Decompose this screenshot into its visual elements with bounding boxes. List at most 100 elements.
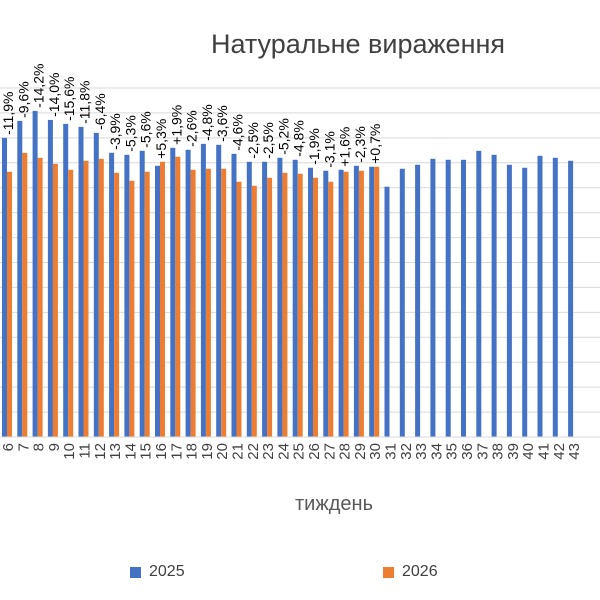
bar-2025-19 xyxy=(200,143,206,437)
x-tick-label: 13 xyxy=(107,443,124,460)
bar-2026-29 xyxy=(358,170,364,437)
bar-2026-13 xyxy=(114,172,120,437)
bar-2025-39 xyxy=(506,164,512,437)
bar-2026-6 xyxy=(7,171,12,437)
bar-2026-20 xyxy=(221,168,227,438)
bar-2025-10 xyxy=(63,123,69,437)
data-label: -5,6% xyxy=(138,111,154,148)
x-tick-label: 38 xyxy=(490,443,507,460)
bar-2026-21 xyxy=(236,181,242,437)
bar-2025-33 xyxy=(415,164,421,437)
data-label: -2,5% xyxy=(245,122,261,159)
data-label: +1,9% xyxy=(168,105,184,145)
bar-2025-14 xyxy=(124,154,130,437)
bar-2025-29 xyxy=(353,165,359,437)
bar-2026-25 xyxy=(297,173,303,438)
bar-2026-24 xyxy=(282,172,288,437)
x-tick-label: 39 xyxy=(505,443,522,460)
bar-2025-27 xyxy=(323,170,329,437)
bar-2026-11 xyxy=(83,160,89,437)
x-tick-labels: 6789101112131415161718192021222324252627… xyxy=(0,443,583,460)
x-tick-label: 35 xyxy=(444,443,461,460)
bar-2025-26 xyxy=(308,167,313,437)
x-tick-label: 12 xyxy=(92,443,109,460)
x-tick-label: 25 xyxy=(291,443,308,460)
bar-2026-14 xyxy=(129,180,135,437)
x-tick-label: 16 xyxy=(153,443,170,460)
bar-2025-43 xyxy=(568,160,574,437)
x-tick-label: 27 xyxy=(321,443,338,460)
x-tick-label: 6 xyxy=(0,443,17,451)
data-label: -14,2% xyxy=(31,64,47,108)
bar-2025-32 xyxy=(399,168,405,438)
bar-2025-13 xyxy=(109,152,115,438)
bar-2025-6 xyxy=(2,137,7,437)
x-tick-label: 24 xyxy=(275,443,292,460)
x-tick-label: 40 xyxy=(520,443,537,460)
bar-2025-40 xyxy=(522,167,528,437)
bar-2025-11 xyxy=(78,126,84,437)
legend-swatch-2026 xyxy=(383,566,394,578)
x-tick-label: 28 xyxy=(337,443,354,460)
bar-2026-19 xyxy=(205,168,211,438)
bar-2025-22 xyxy=(246,161,252,437)
bar-2026-15 xyxy=(144,171,150,437)
bar-2026-8 xyxy=(37,157,43,438)
data-label: +0,7% xyxy=(367,124,383,164)
data-label: -2,3% xyxy=(352,126,368,163)
data-label: -3,9% xyxy=(107,113,123,150)
bar-2026-12 xyxy=(98,158,104,437)
bar-2025-24 xyxy=(277,157,283,438)
bar-2025-23 xyxy=(262,161,268,437)
data-label: -4,8% xyxy=(291,120,307,157)
x-tick-label: 34 xyxy=(428,443,445,460)
data-label: -4,8% xyxy=(199,104,215,141)
x-tick-label: 30 xyxy=(367,443,384,460)
x-tick-label: 17 xyxy=(168,443,185,460)
x-tick-label: 20 xyxy=(214,443,231,460)
data-label: -5,2% xyxy=(275,118,291,155)
x-tick-label: 8 xyxy=(31,443,48,451)
legend-label-2026: 2026 xyxy=(402,563,438,580)
bar-2025-41 xyxy=(537,155,543,437)
legend-item-2026: 2026 xyxy=(383,563,438,581)
data-label: -11,8% xyxy=(77,81,93,124)
data-label: +5,3% xyxy=(153,119,169,159)
bar-2025-21 xyxy=(231,153,237,437)
bar-2025-42 xyxy=(552,157,558,438)
x-tick-label: 33 xyxy=(413,443,430,460)
legend-swatch-2025 xyxy=(130,566,141,578)
legend-item-2025: 2025 xyxy=(130,563,185,581)
x-tick-label: 31 xyxy=(383,443,400,460)
x-tick-label: 22 xyxy=(245,443,262,460)
bar-2025-16 xyxy=(155,165,160,437)
bar-2026-27 xyxy=(328,181,334,437)
data-label: -3,1% xyxy=(321,131,337,168)
x-tick-label: 36 xyxy=(459,443,476,460)
x-tick-label: 9 xyxy=(46,443,63,451)
bar-2025-30 xyxy=(369,166,375,437)
bar-2025-35 xyxy=(445,159,451,437)
x-tick-label: 15 xyxy=(138,443,155,460)
x-tick-label: 18 xyxy=(184,443,201,460)
bar-2025-15 xyxy=(139,150,145,437)
x-tick-label: 32 xyxy=(398,443,415,460)
data-label: -5,3% xyxy=(122,115,138,152)
bar-2025-8 xyxy=(32,110,38,437)
bar-2026-23 xyxy=(267,177,273,437)
bar-2025-17 xyxy=(170,147,176,438)
data-label: +1,6% xyxy=(337,127,353,167)
bar-2026-10 xyxy=(68,169,74,437)
bars xyxy=(2,110,574,438)
bar-2026-17 xyxy=(175,156,181,437)
bar-2026-16 xyxy=(160,161,165,437)
data-label: -2,6% xyxy=(184,110,200,147)
bar-2025-12 xyxy=(93,132,99,437)
bar-2026-22 xyxy=(251,185,257,437)
x-tick-label: 14 xyxy=(122,443,139,460)
x-tick-label: 26 xyxy=(306,443,323,460)
bar-2025-9 xyxy=(47,119,53,437)
bar-2025-20 xyxy=(216,144,222,437)
bar-2026-26 xyxy=(313,177,318,437)
x-tick-label: 11 xyxy=(77,443,94,459)
